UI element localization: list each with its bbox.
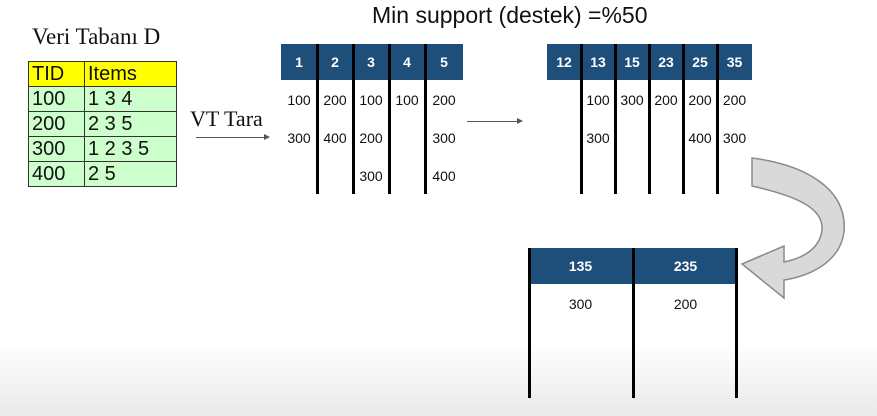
tid-value: 100	[586, 92, 610, 108]
column-divider	[424, 44, 427, 194]
header-cell: 235	[633, 248, 738, 284]
header-cell: 3	[353, 44, 389, 80]
database-table: TID Items 100 1 3 4 200 2 3 5 300 1 2 3 …	[28, 61, 177, 187]
tid-value: 300	[586, 130, 610, 146]
tid-value: 200	[432, 92, 456, 108]
tid-cell: 300	[28, 136, 85, 162]
header-cell: 135	[528, 248, 633, 284]
items-cell: 1 2 3 5	[84, 136, 177, 162]
tid-value: 400	[432, 168, 456, 184]
table-row: 300 1 2 3 5	[28, 136, 177, 162]
database-title: Veri Tabanı D	[32, 24, 161, 49]
tid-cell: 400	[28, 161, 85, 187]
column-divider	[352, 44, 355, 194]
table-row: 100 1 3 4	[28, 86, 177, 112]
items-cell: 1 3 4	[84, 86, 177, 112]
header-cell: 35	[717, 44, 752, 80]
column-divider	[648, 44, 651, 194]
tid-header: TID	[28, 61, 85, 87]
arrow-head	[517, 118, 523, 124]
table-row: 400 2 5	[28, 161, 177, 187]
items-cell: 2 3 5	[84, 111, 177, 137]
tid-cell: 100	[28, 86, 85, 112]
tid-value: 300	[287, 130, 311, 146]
header-cell: 2	[317, 44, 353, 80]
itemset-table-2: 12 13 15 23 25 35 100 300 300 200 200 40…	[547, 44, 752, 196]
curved-arrow-icon	[740, 157, 845, 300]
column-divider	[316, 44, 319, 194]
tid-value: 300	[620, 92, 644, 108]
header-cell: 25	[683, 44, 717, 80]
tid-value: 400	[688, 130, 712, 146]
itemset-table-3: 135 235 300 200	[528, 248, 738, 400]
header-cell: 1	[281, 44, 317, 80]
tid-value: 200	[323, 92, 347, 108]
column-divider	[580, 44, 583, 194]
tid-value: 200	[722, 92, 747, 108]
column-divider	[388, 44, 391, 194]
items-header: Items	[84, 61, 177, 87]
tid-value: 200	[359, 130, 383, 146]
column-divider	[632, 248, 635, 398]
header-cell: 12	[547, 44, 581, 80]
column-divider	[528, 248, 531, 398]
tid-value: 100	[395, 92, 419, 108]
page-title: Min support (destek) =%50	[372, 2, 648, 28]
tid-value: 100	[359, 92, 383, 108]
arrow-line	[467, 121, 517, 122]
header-cell: 4	[389, 44, 425, 80]
scan-arrow-head	[264, 134, 270, 140]
scan-arrow-line	[196, 137, 264, 138]
header-cell: 15	[615, 44, 649, 80]
column-divider	[682, 44, 685, 194]
items-cell: 2 5	[84, 161, 177, 187]
header-cell: 13	[581, 44, 615, 80]
header-cell: 5	[425, 44, 463, 80]
tid-value: 200	[673, 296, 698, 312]
tid-value: 200	[688, 92, 712, 108]
tid-value: 300	[722, 130, 747, 146]
tid-value: 100	[287, 92, 311, 108]
itemset-table-1: 1 2 3 4 5 100 300 200 400 100 200 300 10…	[281, 44, 463, 196]
column-divider	[716, 44, 719, 194]
tid-value: 400	[323, 130, 347, 146]
tid-value: 300	[432, 130, 456, 146]
header-cell: 23	[649, 44, 683, 80]
column-divider	[614, 44, 617, 194]
column-divider	[735, 248, 738, 398]
tid-value: 300	[359, 168, 383, 184]
tid-value: 200	[654, 92, 678, 108]
tid-cell: 200	[28, 111, 85, 137]
database-header-row: TID Items	[28, 61, 177, 87]
tid-value: 300	[568, 296, 593, 312]
scan-label: VT Tara	[190, 106, 263, 131]
table-row: 200 2 3 5	[28, 111, 177, 137]
